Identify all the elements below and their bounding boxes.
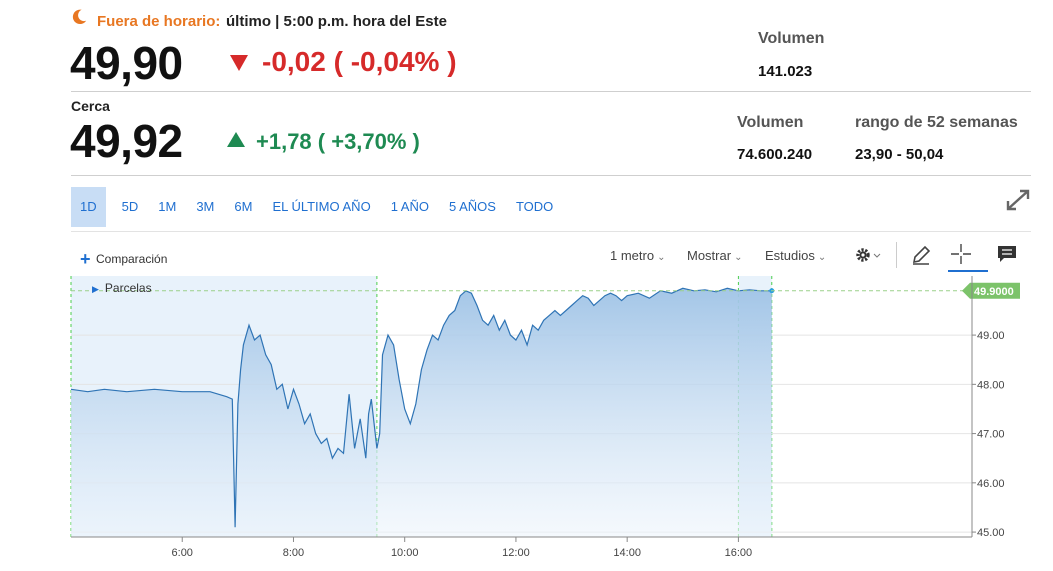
last-value-label: 49.9000 — [974, 286, 1014, 298]
plus-icon[interactable]: + — [80, 249, 91, 269]
tabs-divider — [71, 231, 1031, 232]
tab-5d[interactable]: 5D — [121, 199, 139, 214]
range-value: 23,90 - 50,04 — [855, 146, 944, 163]
show-label: Mostrar — [687, 248, 732, 263]
price-area-fill — [71, 288, 772, 537]
crosshair-active-indicator — [948, 270, 988, 272]
comment-icon[interactable] — [996, 244, 1018, 264]
tab-1d[interactable]: 1D — [71, 187, 106, 227]
stats-divider — [71, 175, 1031, 176]
tab-5y[interactable]: 5 AÑOS — [448, 199, 496, 214]
legend[interactable]: ▶ Parcelas — [92, 281, 152, 295]
after-hours-label: Fuera de horario: — [97, 13, 221, 30]
last-value-badge — [962, 282, 1020, 299]
y-tick-label: 45.00 — [977, 527, 1005, 539]
x-tick-label: 6:00 — [172, 547, 193, 559]
x-tick-label: 12:00 — [502, 547, 530, 559]
comparison-button[interactable]: Comparación — [96, 252, 168, 266]
close-volume-value: 74.600.240 — [737, 146, 813, 163]
close-price: 49,92 — [70, 115, 183, 167]
tab-ytd[interactable]: EL ÚLTIMO AÑO — [272, 199, 371, 214]
chevron-down-icon: ⌄ — [657, 252, 666, 263]
expand-icon[interactable] — [1005, 188, 1031, 212]
chevron-down-icon: ⌄ — [734, 252, 743, 263]
crosshair-icon[interactable] — [950, 243, 972, 265]
after-hours-change: -0,02 ( -0,04% ) — [262, 46, 457, 77]
y-tick-label: 47.00 — [977, 429, 1005, 441]
tab-1m[interactable]: 1M — [158, 199, 177, 214]
x-tick-label: 10:00 — [391, 547, 419, 559]
tab-1y[interactable]: 1 AÑO — [390, 199, 429, 214]
legend-label: Parcelas — [104, 281, 152, 295]
y-tick-label: 46.00 — [977, 478, 1005, 490]
show-select[interactable]: Mostrar ⌄ — [687, 248, 742, 263]
tab-all[interactable]: TODO — [515, 199, 554, 214]
y-tick-label: 48.00 — [977, 379, 1005, 391]
after-hours-info: último | 5:00 p.m. hora del Este — [226, 13, 447, 30]
studies-select[interactable]: Estudios ⌄ — [765, 248, 826, 263]
x-tick-label: 16:00 — [725, 547, 753, 559]
range-label: rango de 52 semanas — [855, 114, 1018, 131]
close-volume-label: Volumen — [737, 114, 804, 131]
chevron-down-icon: ⌄ — [817, 252, 827, 263]
interval-select[interactable]: 1 metro ⌄ — [610, 248, 665, 263]
interval-label: 1 metro — [610, 248, 655, 263]
price-line — [70, 287, 772, 528]
gear-icon[interactable] — [855, 246, 883, 264]
x-tick-label: 8:00 — [283, 547, 304, 559]
chart-axes: 6:00 8:00 10:00 12:00 14:00 16:00 45.00 46.00 47… — [71, 276, 1005, 559]
pencil-icon[interactable] — [910, 244, 932, 266]
period-tabs: 1D 5D 1M 3M 6M EL ÚLTIMO AÑO 1 AÑO 5 AÑO… — [71, 187, 573, 227]
up-triangle-icon — [227, 132, 245, 147]
close-change: +1,78 ( +3,70% ) — [256, 129, 420, 154]
chart-overlay: 49.9000 — [71, 282, 1020, 299]
tab-3m[interactable]: 3M — [196, 199, 215, 214]
play-icon: ▶ — [92, 284, 99, 294]
price-chart[interactable]: 49.9000 6:00 8:00 10:00 12:00 14:00 16:00 45.0… — [0, 272, 1053, 571]
studies-label: Estudios — [765, 248, 815, 263]
header-divider — [71, 91, 1031, 92]
moon-icon — [72, 9, 87, 25]
after-hours-volume-label: Volumen — [758, 30, 825, 47]
chart-area — [70, 287, 775, 537]
tab-6m[interactable]: 6M — [234, 199, 253, 214]
close-label: Cerca — [71, 98, 110, 114]
x-tick-label: 14:00 — [613, 547, 641, 559]
toolbar-separator — [896, 242, 897, 268]
after-hours-volume-value: 141.023 — [758, 63, 813, 80]
down-triangle-icon — [230, 55, 248, 71]
after-hours-price: 49,90 — [70, 37, 183, 89]
y-tick-label: 49.00 — [977, 330, 1005, 342]
